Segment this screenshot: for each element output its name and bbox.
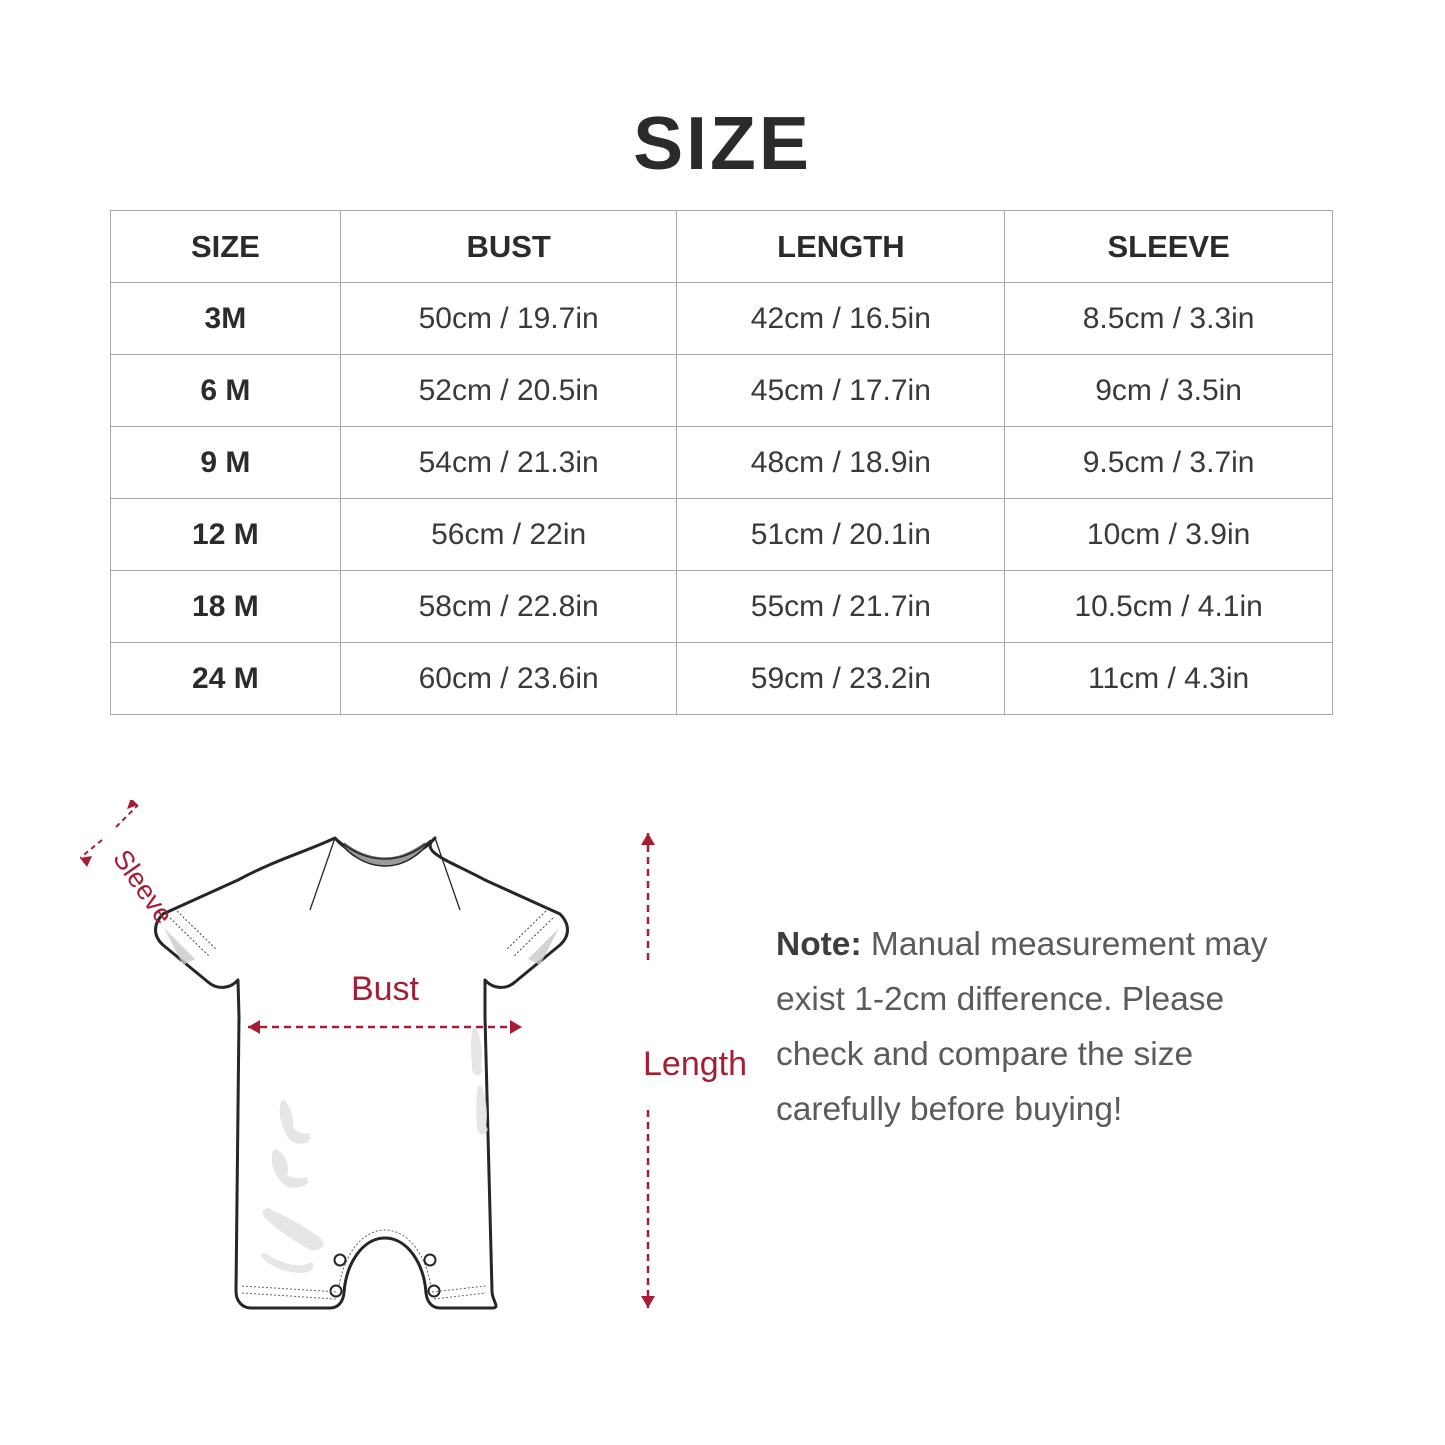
svg-text:Sleeve: Sleeve	[107, 844, 179, 929]
svg-text:Bust: Bust	[351, 970, 420, 1008]
svg-text:Length: Length	[643, 1045, 747, 1083]
